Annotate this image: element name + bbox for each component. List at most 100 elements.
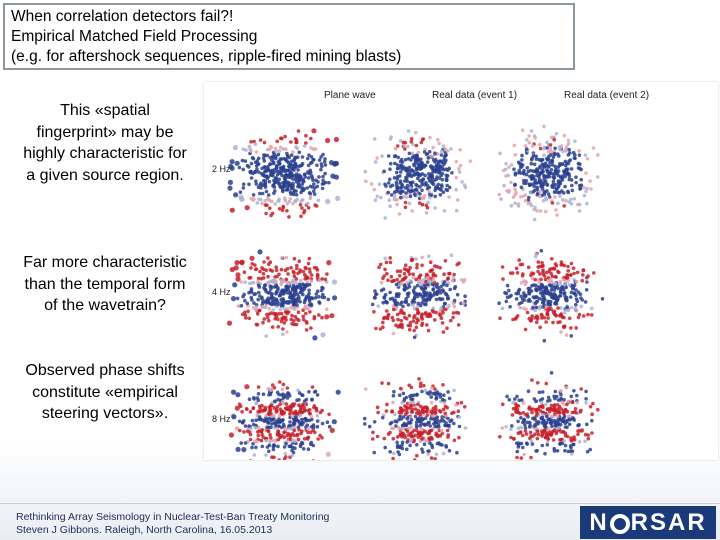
scatter-dot [554, 208, 558, 212]
scatter-dot [412, 290, 416, 294]
scatter-dot [287, 407, 291, 412]
scatter-dot [468, 159, 473, 163]
scatter-dot [546, 157, 551, 161]
scatter-dot [402, 144, 407, 148]
scatter-dot [409, 137, 414, 141]
scatter-dot [376, 304, 380, 308]
scatter-dot [416, 435, 421, 440]
scatter-dot [420, 263, 424, 268]
scatter-dot [311, 459, 316, 460]
scatter-dot [409, 438, 413, 442]
scatter-dot [535, 317, 540, 321]
scatter-dot [268, 268, 273, 272]
scatter-dot [372, 310, 376, 314]
scatter-dot [554, 431, 559, 436]
scatter-dot [395, 177, 400, 181]
scatter-dot [376, 410, 380, 415]
scatter-dot [369, 182, 374, 186]
scatter-dot [290, 287, 295, 291]
scatter-dot [415, 308, 420, 312]
scatter-dot [296, 388, 300, 393]
scatter-dot [288, 171, 293, 175]
scatter-dot [252, 301, 256, 305]
scatter-dot [420, 294, 424, 299]
scatter-dot [287, 301, 291, 305]
scatter-dot [378, 262, 383, 267]
scatter-dot [254, 418, 258, 423]
scatter-dot [279, 282, 284, 286]
scatter-dot [272, 443, 276, 447]
scatter-dot [394, 419, 399, 424]
scatter-dot [297, 428, 301, 432]
scatter-dot [527, 286, 532, 291]
scatter-dot [584, 389, 588, 394]
scatter-dot [291, 186, 295, 190]
scatter-dot [441, 330, 446, 334]
scatter-dot [523, 144, 528, 148]
scatter-dot [522, 298, 526, 302]
scatter-dot [551, 179, 556, 184]
scatter-dot [310, 176, 315, 180]
scatter-dot [283, 451, 288, 456]
scatter-dot [391, 437, 396, 441]
scatter-dot [550, 280, 554, 284]
scatter-dot [500, 306, 505, 311]
scatter-dot [536, 381, 540, 385]
scatter-dot [417, 377, 421, 381]
scatter-dot [516, 419, 520, 424]
scatter-dot [297, 178, 302, 183]
scatter-dot [410, 410, 415, 414]
scatter-dot [451, 311, 456, 315]
scatter-dot [311, 128, 317, 134]
scatter-dot [563, 433, 568, 438]
row-label-8hz: 8 Hz [212, 414, 231, 424]
scatter-dot [415, 411, 419, 415]
scatter-dot [551, 438, 556, 442]
scatter-dot [430, 411, 435, 415]
scatter-dot [276, 325, 280, 329]
scatter-dot [454, 159, 459, 164]
scatter-dot [255, 396, 260, 400]
scatter-dot [394, 424, 398, 428]
scatter-dot [535, 299, 539, 304]
scatter-dot [584, 400, 588, 405]
scatter-dot [556, 398, 561, 402]
scatter-dot [433, 194, 437, 199]
scatter-dot [277, 207, 282, 211]
scatter-dot [279, 311, 284, 316]
scatter-dot [434, 452, 439, 457]
scatter-dot [288, 412, 292, 416]
scatter-dot [392, 176, 397, 180]
scatter-dot [566, 138, 571, 143]
scatter-dot [451, 275, 456, 280]
scatter-dot [408, 279, 413, 283]
scatter-dot [562, 191, 566, 195]
scatter-dot [552, 428, 557, 433]
scatter-dot [552, 137, 556, 142]
scatter-dot [421, 408, 425, 412]
scatter-dot [305, 186, 309, 190]
scatter-dot [420, 301, 424, 305]
scatter-dot [335, 389, 341, 395]
scatter-dot [503, 167, 508, 172]
scatter-dot [263, 168, 268, 173]
scatter-dot [325, 272, 329, 276]
scatter-dot [463, 426, 468, 430]
array-response-figure: Plane wave Real data (event 1) Real data… [204, 82, 718, 460]
scatter-dot [502, 183, 506, 188]
scatter-dot [555, 295, 559, 300]
scatter-dot [433, 185, 438, 190]
scatter-dot [299, 214, 303, 219]
scatter-dot [559, 330, 563, 334]
scatter-dot [516, 426, 521, 431]
scatter-dot [425, 275, 430, 280]
scatter-dot [295, 140, 299, 145]
scatter-dot [552, 151, 557, 156]
scatter-dot [263, 283, 267, 287]
scatter-dot [563, 184, 567, 189]
scatter-dot [272, 385, 277, 390]
scatter-dot [428, 291, 432, 295]
scatter-dot [323, 277, 328, 282]
scatter-dot [538, 189, 542, 194]
scatter-dot [535, 449, 539, 453]
